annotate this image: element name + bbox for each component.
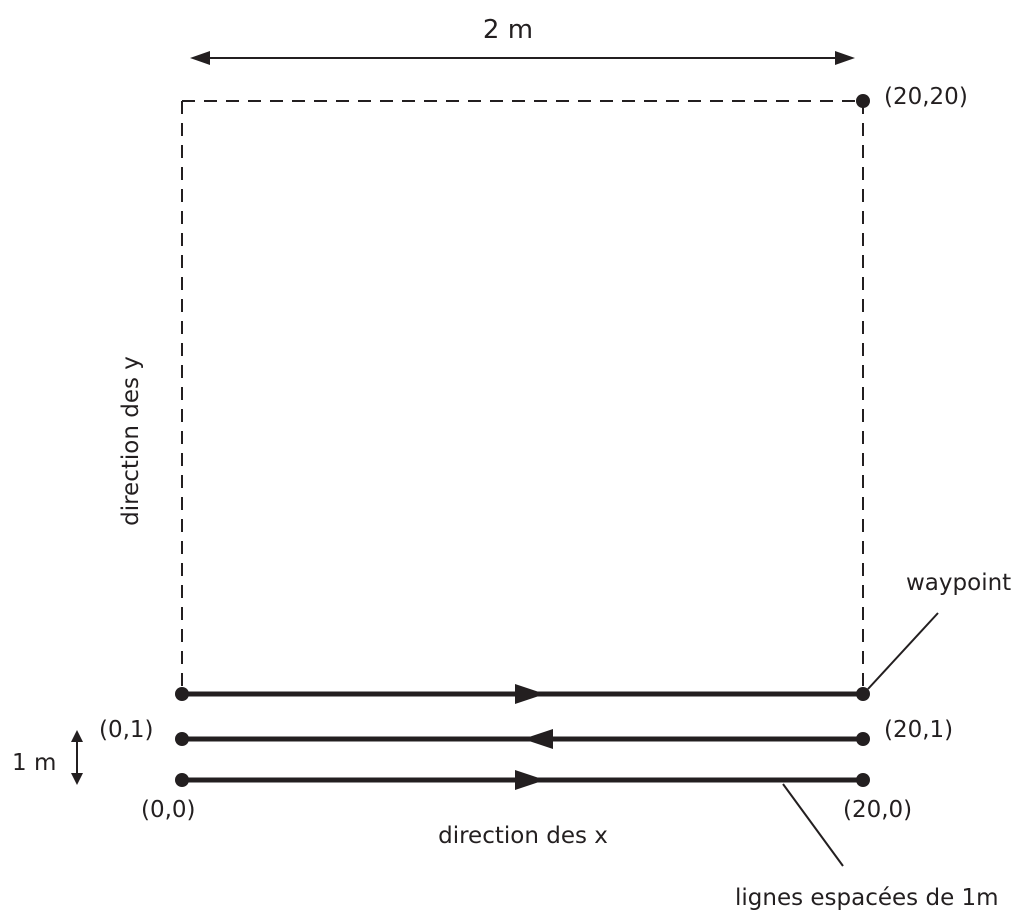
waypoint-dot	[856, 773, 870, 787]
y-direction-label: direction des y	[118, 356, 144, 526]
survey-area-boundary	[181, 100, 864, 692]
point-20-0-label: (20,0)	[843, 797, 912, 823]
waypoint-label: waypoint	[906, 570, 1011, 596]
corner-point-20-20-label: (20,20)	[884, 84, 968, 110]
waypoint-dot	[175, 687, 189, 701]
waypoint-dot	[856, 732, 870, 746]
path-line-top	[182, 684, 863, 704]
waypoint-dot	[856, 687, 870, 701]
point-20-1-label: (20,1)	[884, 717, 953, 743]
point-0-1-label: (0,1)	[99, 717, 154, 743]
width-dimension-arrow	[190, 51, 855, 65]
width-dimension-label: 2 m	[483, 15, 533, 45]
spacing-dimension-arrow	[71, 730, 83, 785]
line-spacing-leader-line	[782, 783, 844, 867]
x-direction-label: direction des x	[438, 823, 608, 849]
line-spacing-label: lignes espacées de 1m	[735, 885, 999, 911]
origin-label: (0,0)	[141, 797, 196, 823]
path-line-middle	[182, 729, 863, 749]
waypoint-leader-line	[867, 612, 939, 690]
waypoint-dot	[175, 732, 189, 746]
waypoint-dot	[175, 773, 189, 787]
spacing-dimension-label: 1 m	[12, 750, 56, 776]
path-line-bottom	[182, 770, 863, 790]
corner-point-20-20	[856, 94, 870, 108]
